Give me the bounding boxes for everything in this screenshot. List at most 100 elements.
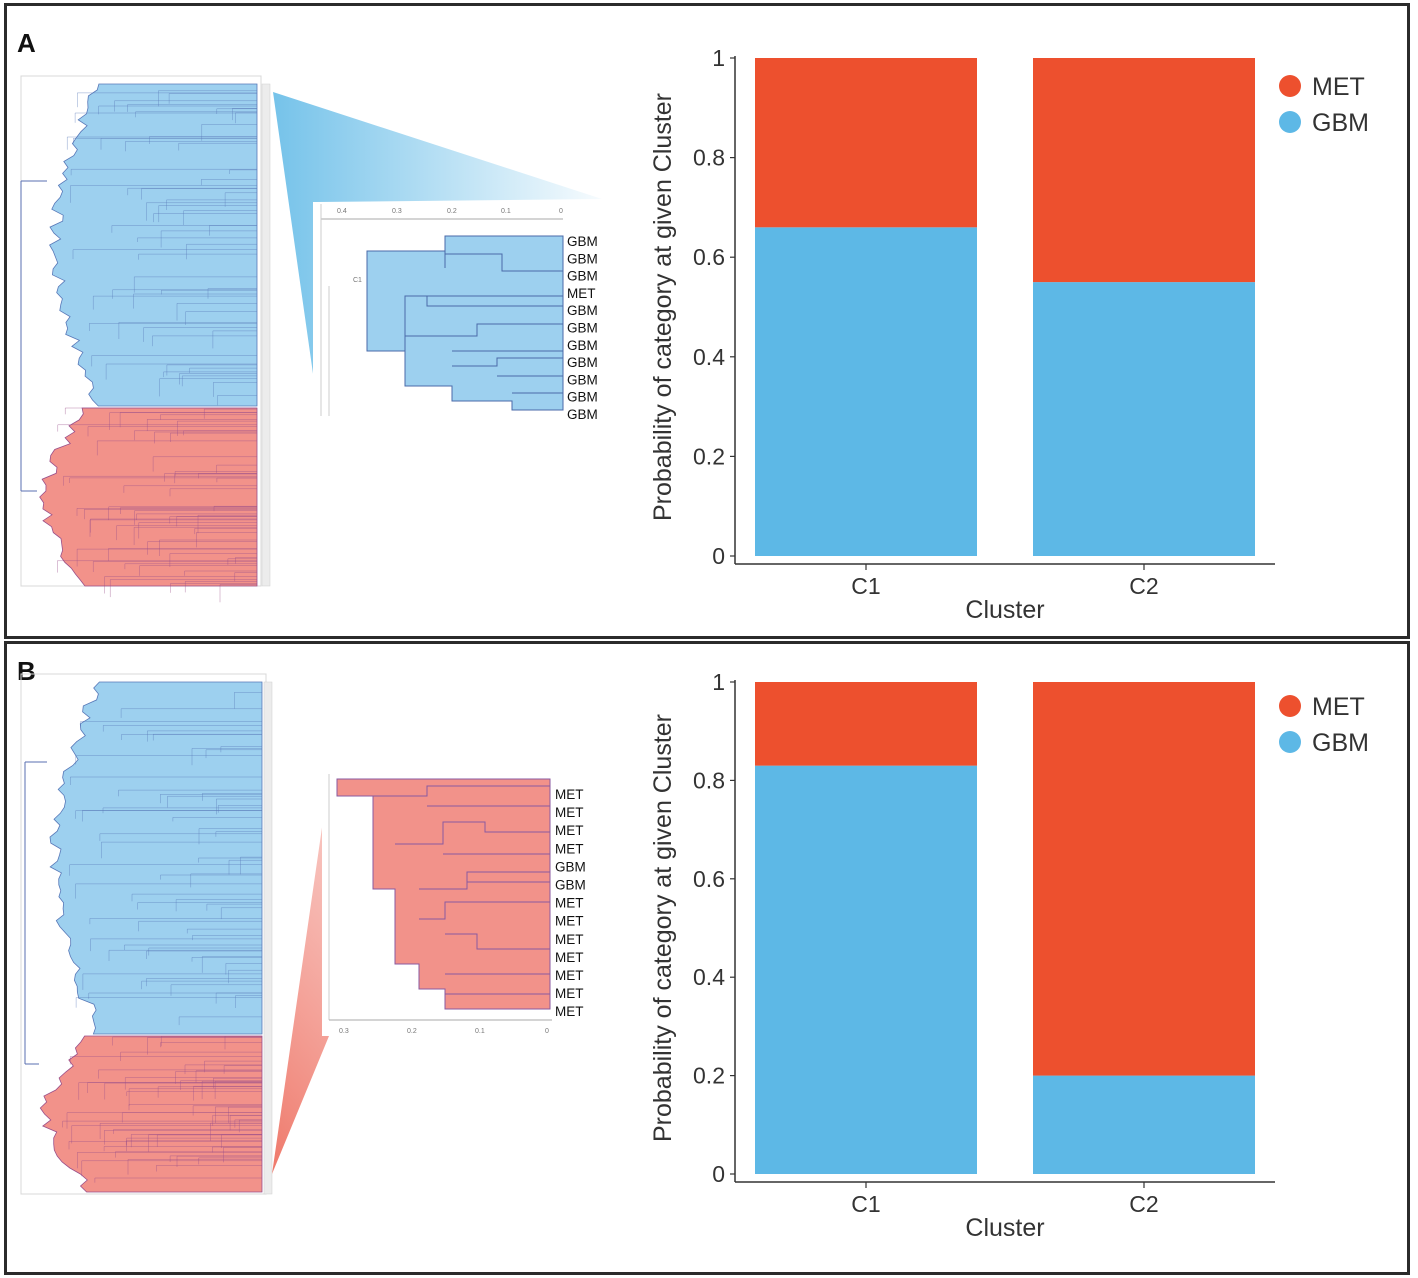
blue-clade (49, 681, 263, 1035)
legend-swatch-gbm (1279, 111, 1301, 133)
inset-a-tick: 0 (559, 208, 563, 215)
dendrogram-branch (133, 293, 257, 309)
dendrogram-branch (192, 935, 262, 941)
bar-gbm-C1 (755, 765, 977, 1174)
dendrogram-branch (175, 1071, 262, 1084)
dendrogram-branch (108, 548, 257, 561)
dendrogram-branch (152, 456, 257, 472)
dendrogram-branch (92, 295, 257, 310)
y-tick-label: 0.6 (693, 866, 725, 892)
inset-b-tick: 0.3 (339, 1028, 349, 1035)
dendrogram-branch (125, 1140, 262, 1146)
dendrogram-branch (185, 311, 257, 325)
leaf-labels-column (263, 681, 273, 1195)
x-axis-label: Cluster (965, 596, 1044, 624)
inset-leaf-label: MET (555, 986, 584, 1001)
inset-leaf-label: GBM (567, 321, 598, 336)
dendrogram-branch (156, 1165, 262, 1172)
dendrogram-branch (170, 984, 262, 996)
inset-leaf-label: GBM (567, 407, 598, 422)
panel-a-graphics: 0.4 0.3 0.2 0.1 0 C1 GBM GBM GBM MET GBM GBM G… (20, 45, 1369, 624)
inset-leaf-label: MET (567, 286, 596, 301)
dendrogram-branch (133, 526, 257, 545)
dendrogram-branch (174, 473, 257, 484)
inset-leaf-label: MET (555, 896, 584, 911)
dendrogram-branch (112, 1036, 262, 1046)
dendrogram-branch (228, 1106, 262, 1123)
dendrogram-branch (147, 730, 262, 742)
dendrogram-branch (82, 810, 262, 822)
dendrogram-branch (108, 949, 262, 961)
y-tick-label: 0.4 (693, 344, 725, 370)
y-tick-label: 1 (712, 45, 725, 71)
dendrogram-branch (57, 424, 257, 432)
dendrogram-branch (70, 185, 257, 203)
dendrogram-branch (146, 419, 257, 431)
dendrogram-branch (225, 963, 262, 975)
dendrogram-branch (224, 1036, 262, 1050)
dendrogram-branch (135, 111, 257, 118)
dendrogram-branch (70, 776, 262, 785)
dendrogram-branch (223, 1065, 262, 1074)
dendrogram-branch (178, 142, 257, 151)
dendrogram-branch (141, 188, 257, 200)
dendrogram-branch (78, 1082, 262, 1100)
dendrogram-branch (64, 407, 257, 415)
dendrogram-branch (98, 105, 257, 115)
dendrogram-branch (160, 414, 257, 420)
y-tick-label: 0.4 (693, 964, 725, 990)
inset-a-tick: 0.3 (392, 208, 402, 215)
dendrogram-branch (90, 518, 257, 533)
dendrogram-branch (172, 817, 262, 822)
legend-swatch-met (1279, 695, 1301, 717)
dendrogram-branch (81, 1160, 262, 1177)
dendrogram-branch (158, 90, 257, 107)
dendrogram-branch (217, 805, 262, 813)
dendrogram-branch (102, 725, 262, 732)
bar-met-C2 (1033, 682, 1255, 1076)
dendrogram-branch (212, 330, 257, 349)
dendrogram-branch (179, 373, 257, 385)
dendrogram-branch (62, 1120, 262, 1128)
dendrogram-branch (76, 548, 257, 567)
dendrogram-branch (133, 276, 257, 293)
dendrogram-branch (104, 576, 257, 594)
x-tick-label: C2 (1129, 1191, 1158, 1217)
dendrogram-branch (92, 561, 257, 572)
dendrogram-branch (98, 1069, 262, 1079)
dendrogram-branch (223, 1147, 262, 1163)
dendrogram-branch (138, 253, 257, 260)
inset-leaf-label: MET (555, 1004, 584, 1019)
blue-clade (49, 83, 258, 407)
dendrogram-branch (217, 395, 257, 406)
bar-met-C1 (755, 682, 977, 766)
dendrogram-branch (234, 692, 262, 709)
dendrogram-branch (212, 1114, 262, 1126)
panel-label-b: B (17, 656, 36, 686)
dendrogram-branch (215, 831, 262, 837)
dendrogram-branch (124, 1077, 262, 1090)
dendrogram-branch (91, 355, 257, 367)
inset-dendrogram-a: 0.4 0.3 0.2 0.1 0 C1 GBM GBM GBM MET GBM GBM G… (320, 204, 598, 422)
dendrogram-branch (176, 303, 257, 321)
dendrogram-branch (76, 508, 257, 516)
dendrogram-branch (121, 734, 262, 740)
dendrogram-branch (192, 1105, 262, 1116)
dendrogram-branch (116, 525, 257, 541)
dendrogram-branch (152, 733, 262, 741)
y-tick-label: 0 (712, 543, 725, 569)
inset-leaf-label: MET (555, 968, 584, 983)
bar-met-C1 (755, 58, 977, 228)
dendrogram-branch (75, 755, 262, 765)
dendrogram-branch (216, 798, 262, 815)
dendrogram-branch (120, 507, 257, 514)
dendrogram-branch (89, 323, 257, 331)
dendrogram-branch (115, 1151, 262, 1158)
dendrogram-branch (153, 213, 257, 223)
y-tick-label: 0.8 (693, 145, 725, 171)
dendrogram-branch (224, 192, 257, 207)
dendrogram-branch (228, 859, 262, 875)
dendrogram-branch (186, 243, 257, 260)
dendrogram-branch (66, 1112, 262, 1129)
dendrogram-branch (146, 978, 262, 987)
